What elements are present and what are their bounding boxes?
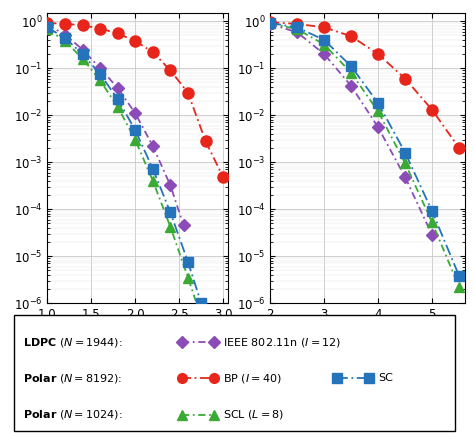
Text: SC: SC [378,373,393,384]
Text: $\mathbf{Polar}$ $(N = 8192)$:: $\mathbf{Polar}$ $(N = 8192)$: [23,372,122,385]
Text: SCL $(L = 8)$: SCL $(L = 8)$ [223,408,284,421]
Text: $\mathbf{LDPC}$ $(N = 1944)$:: $\mathbf{LDPC}$ $(N = 1944)$: [23,336,123,349]
X-axis label: $E_b/N_0$ (dB): $E_b/N_0$ (dB) [335,324,400,340]
Text: $\mathbf{Polar}$ $(N = 1024)$:: $\mathbf{Polar}$ $(N = 1024)$: [23,408,123,421]
X-axis label: $E_b/N_0$ (dB): $E_b/N_0$ (dB) [105,324,170,340]
Text: BP $(I = 40)$: BP $(I = 40)$ [223,372,282,385]
Text: IEEE 802.11n $(I = 12)$: IEEE 802.11n $(I = 12)$ [223,336,342,349]
FancyBboxPatch shape [14,315,456,430]
